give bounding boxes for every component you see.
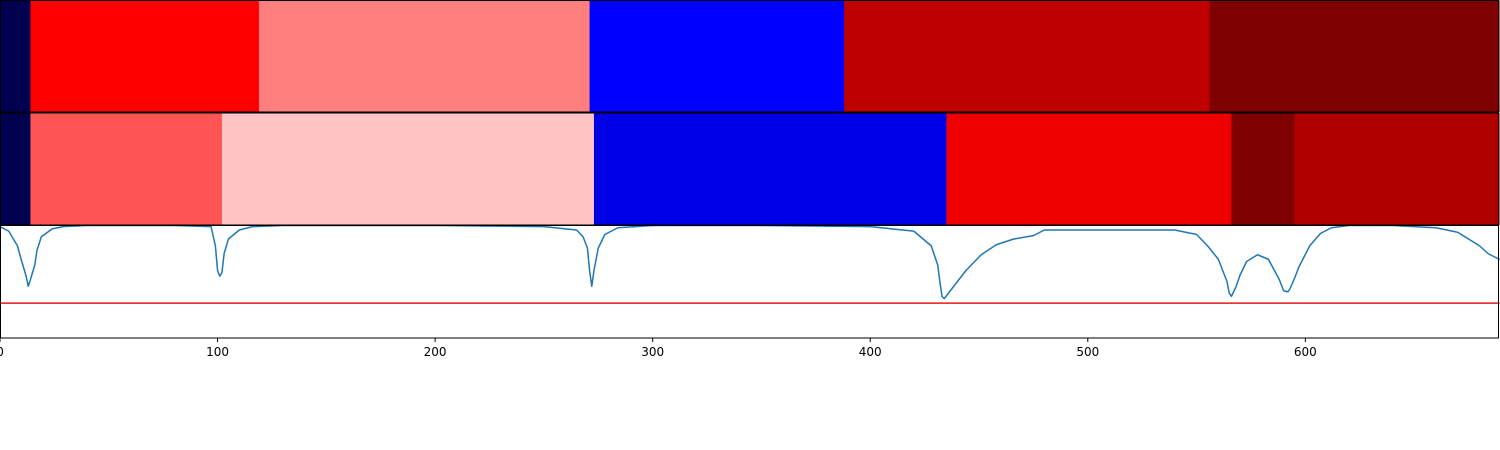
heatmap-bottom-segment-2 (221, 113, 595, 225)
x-tick-label-600: 600 (1294, 345, 1317, 359)
heatmap-top-frame (0, 0, 1499, 113)
x-tick-label-400: 400 (859, 345, 882, 359)
heatmap-top (0, 0, 1500, 112)
heatmap-top-segment-5 (1209, 0, 1500, 112)
axes-frames (0, 0, 1499, 339)
heatmap-bottom-segment-1 (30, 113, 223, 225)
heatmap-bottom (0, 113, 1500, 225)
x-tick-label-200: 200 (424, 345, 447, 359)
heatmap-top-segment-2 (258, 0, 591, 112)
heatmap-top-segment-0 (0, 0, 32, 112)
heatmap-top-segment-1 (30, 0, 260, 112)
heatmap-bottom-segment-6 (1294, 113, 1500, 225)
line-plot-frame (0, 225, 1499, 339)
x-axis: 0 100 200 300 400 500 600 (0, 338, 1317, 359)
x-tick-label-300: 300 (641, 345, 664, 359)
heatmap-bottom-segment-4 (946, 113, 1232, 225)
heatmap-bottom-segment-5 (1231, 113, 1296, 225)
heatmap-bottom-segment-0 (0, 113, 32, 225)
x-tick-label-100: 100 (206, 345, 229, 359)
x-tick-label-0: 0 (0, 345, 4, 359)
heatmap-top-segment-3 (589, 0, 845, 112)
heatmap-bottom-segment-3 (593, 113, 947, 225)
x-tick-label-500: 500 (1076, 345, 1099, 359)
heatmap-top-segment-4 (844, 0, 1211, 112)
